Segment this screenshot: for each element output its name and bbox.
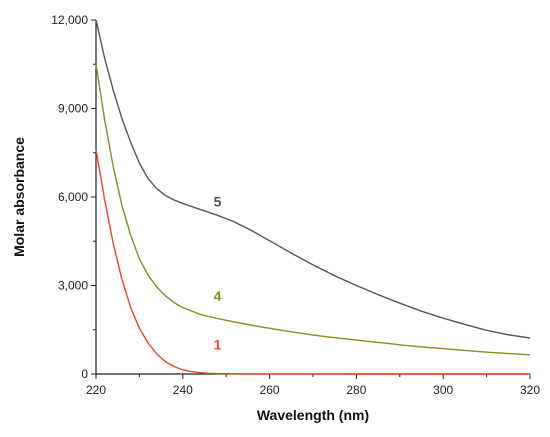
y-tick-label: 0 <box>81 367 88 381</box>
plot-area: 0 3,000 6,000 9,000 12,000 220 240 260 280 300 320… <box>51 13 540 397</box>
x-tick-label: 240 <box>173 383 193 397</box>
series-line-1 <box>95 149 530 375</box>
x-tick-label: 260 <box>260 383 280 397</box>
series-label-5: 5 <box>214 193 222 209</box>
series-line-5 <box>95 19 531 339</box>
x-axis-label: Wavelength (nm) <box>257 407 369 423</box>
y-tick-label: 12,000 <box>51 13 88 27</box>
series-label-1: 1 <box>214 337 222 353</box>
x-tick-label: 320 <box>520 383 540 397</box>
y-axis-label: Molar absorbance <box>11 137 27 257</box>
x-tick-label: 220 <box>86 383 106 397</box>
y-tick-label: 3,000 <box>58 279 88 293</box>
series-label-4: 4 <box>214 288 222 304</box>
x-tick-label: 280 <box>346 383 366 397</box>
x-tick-label: 300 <box>433 383 453 397</box>
y-tick-label: 6,000 <box>58 190 88 204</box>
y-tick-label: 9,000 <box>58 102 88 116</box>
series-line-4 <box>95 64 531 356</box>
